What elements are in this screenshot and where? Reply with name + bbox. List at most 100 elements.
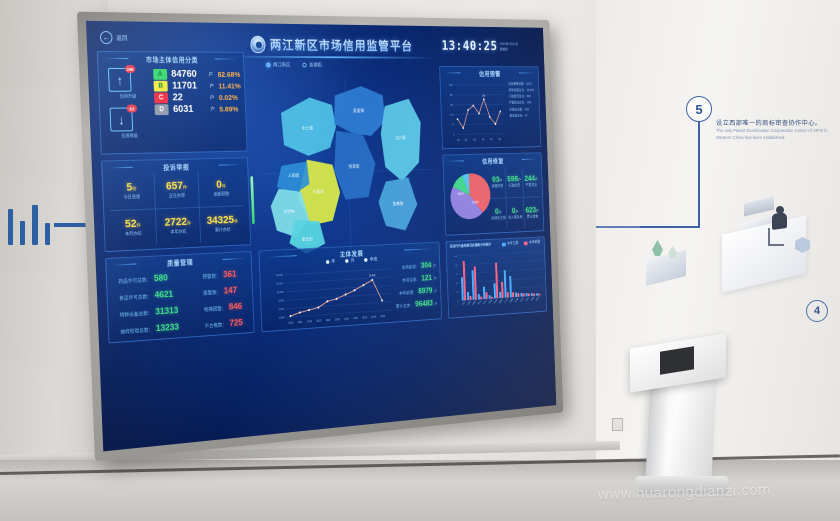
svg-text:3,000: 3,000	[279, 315, 285, 319]
repair-cell-severe[interactable]: 244户 严重违法	[522, 165, 541, 198]
legend-month[interactable]: 月	[345, 258, 355, 264]
credit-warning-line-chart[interactable]: 350 280 210 140 70 0 300 1月 2月 3月	[444, 80, 506, 145]
illegal-cases-legend[interactable]: 本年立案 本年结案	[501, 240, 541, 246]
stat-cancel-month[interactable]: 本月注销： 121 户	[392, 273, 437, 284]
stat-unit-cancel-month: 户	[433, 276, 437, 281]
panel-title-illegal-cases: 违法行为查处情况各镇街分布统计	[449, 242, 492, 249]
stat-new-month[interactable]: 本月新增： 304 户	[391, 261, 437, 272]
complaint-value-year: 2722件	[164, 216, 191, 229]
wall-illustration-person-head	[776, 206, 784, 214]
grade-badge-d: D	[154, 104, 169, 116]
credit-upgrade-button[interactable]: ↑ 296	[107, 64, 136, 92]
panel-illegal-cases: 违法行为查处情况各镇街分布统计 本年立案 本年结案	[445, 236, 548, 319]
repair-unit-severe: 户	[534, 178, 538, 182]
map-region-longxing[interactable]	[379, 98, 423, 182]
complaint-cell-total[interactable]: 34325件 累计办结	[200, 206, 245, 243]
repair-label-blacklist: 列入黑名单	[508, 215, 523, 220]
complaint-cell-year[interactable]: 2722件 本年办结	[155, 207, 202, 245]
repair-cell-abnormal[interactable]: 93户 经营异常	[488, 166, 507, 199]
svg-text:2010: 2010	[288, 321, 293, 324]
map-region-renhe[interactable]	[275, 161, 310, 195]
map-region-center[interactable]	[332, 130, 377, 201]
map-label-4: 鱼嘴镇	[393, 200, 404, 207]
quality-row-fail[interactable]: 不合格数： 725	[182, 316, 250, 330]
repair-cell-blacklist[interactable]: 0户 列入黑名单	[506, 197, 525, 230]
repair-unit-revoked: 户	[498, 211, 502, 215]
legend-dot-quarter	[364, 258, 368, 262]
stat-unit-new-year: 户	[433, 288, 438, 294]
quality-row-equipment[interactable]: 特种设备总数： 31313	[112, 304, 182, 319]
credit-grade-row-d[interactable]: D 6031 户 5.89%	[154, 104, 241, 116]
legend-closed[interactable]: 本年结案	[523, 240, 541, 245]
map-region-lijia[interactable]	[296, 158, 342, 226]
credit-repair-pie-chart[interactable]: 修复中 已修复	[448, 170, 491, 220]
pie-label-repairing: 修复中	[457, 191, 464, 196]
svg-text:4月: 4月	[482, 138, 485, 142]
credit-grade-row-a[interactable]: A 84760 户 82.68%	[153, 69, 240, 80]
quality-row-alarm[interactable]: 报警数： 147	[181, 284, 249, 298]
svg-text:350: 350	[449, 85, 453, 87]
complaint-cell-overdue[interactable]: 0件 逾期预警	[198, 170, 244, 208]
wall-illustration-plant-2	[668, 246, 677, 258]
district-map[interactable]: 水土镇 复盛镇 龙兴镇 鱼嘴镇 悦来街 礼嘉镇 人和街 大竹林 翠云街	[255, 79, 436, 270]
illegal-cases-bar-chart[interactable]: 100 80 60 40 20 0	[449, 248, 545, 316]
complaint-cell-processing[interactable]: 657件 正在办理	[154, 171, 201, 209]
radio-on-icon	[266, 62, 271, 68]
wall-outlet	[612, 418, 623, 431]
svg-text:礼嘉镇: 礼嘉镇	[487, 298, 492, 304]
repair-label-abnormal: 经营异常	[491, 184, 504, 189]
quality-row-elevator[interactable]: 电梯困警： 846	[182, 300, 250, 314]
credit-grade-row-b[interactable]: B 11701 户 11.41%	[153, 81, 241, 92]
svg-text:2019: 2019	[371, 316, 376, 319]
quality-row-food[interactable]: 食品许可总数： 4621	[111, 288, 181, 302]
svg-text:大竹林: 大竹林	[482, 299, 487, 305]
repair-cell-penalty[interactable]: 598户 行政处罚	[505, 165, 524, 198]
complaint-num-processing: 657	[165, 180, 184, 193]
map-region-fusheng[interactable]	[332, 86, 386, 137]
map-region-dazhulin[interactable]	[270, 187, 310, 239]
svg-text:3月: 3月	[473, 138, 476, 142]
repair-cell-total[interactable]: 623户 累计修复	[523, 197, 541, 229]
svg-text:2月: 2月	[465, 138, 468, 142]
arrow-up-icon: ↑	[116, 72, 124, 88]
credit-upgrade-badge: 296	[124, 64, 136, 73]
map-toggle-liangjiang[interactable]: 两江新区	[266, 62, 291, 68]
credit-grade-row-c[interactable]: C 22 户 0.02%	[154, 92, 241, 104]
grade-unit-b: 户	[209, 83, 215, 90]
page-title: 两江新区市场信用监管平台	[270, 35, 414, 54]
svg-text:康美街: 康美街	[498, 298, 503, 304]
repair-cell-revoked[interactable]: 0户 吊销未注销	[489, 197, 508, 231]
complaint-value-overdue: 0件	[216, 179, 226, 191]
stat-new-year[interactable]: 本年新增： 8979 户	[392, 286, 437, 297]
credit-downgrade-button[interactable]: ↓ 63	[109, 104, 138, 132]
legend-label-closed: 本年结案	[528, 240, 541, 245]
stat-total[interactable]: 累计主体： 96483 户	[393, 299, 438, 310]
back-button[interactable]: ← 返回	[99, 30, 128, 45]
legend-year[interactable]: 年	[325, 259, 336, 265]
legend-quarter[interactable]: 季度	[364, 257, 377, 263]
legend-filed[interactable]: 本年立案	[501, 241, 519, 246]
map-region-cuiyun[interactable]	[288, 219, 326, 255]
stat-label-new-year: 本年新增：	[398, 290, 417, 296]
panel-body-development: 主体发展 年 月 季度	[258, 241, 443, 333]
complaint-cell-today[interactable]: 5件 今日受理	[108, 173, 156, 211]
complaint-cell-month[interactable]: 52件 本月办结	[109, 208, 157, 247]
map-toggle-towns[interactable]: 各镇街	[302, 62, 322, 68]
complaint-value-total: 34325件	[206, 214, 238, 227]
quality-right-column: 预警数： 361 报警数： 147 电梯困警： 846	[180, 264, 250, 334]
warning-stat-5[interactable]: 黑名单企业：47	[509, 113, 528, 118]
map-scale-indicator	[250, 176, 255, 225]
map-scope-toggles[interactable]: 两江新区 各镇街	[266, 62, 322, 68]
grade-percent-b: 11.41%	[218, 81, 241, 91]
map-region-shuitu[interactable]	[280, 97, 338, 157]
body-development-line-chart[interactable]: 18,000 15,000 12,000 9,000 6,000 3,000	[265, 265, 393, 327]
svg-text:40: 40	[456, 283, 459, 285]
panel-title-credit-warning: 信用预警	[440, 69, 538, 78]
quality-row-drug[interactable]: 药品许可总数： 580	[111, 271, 181, 285]
legend-label-filed: 本年立案	[506, 241, 519, 246]
quality-row-warning[interactable]: 预警数： 361	[180, 268, 248, 281]
quality-row-sampling[interactable]: 抽样检验总数： 13233	[113, 321, 183, 336]
credit-downgrade-badge: 63	[126, 104, 138, 113]
credit-upgrade-label: 信用升级	[119, 93, 137, 99]
svg-text:2013: 2013	[316, 319, 321, 322]
